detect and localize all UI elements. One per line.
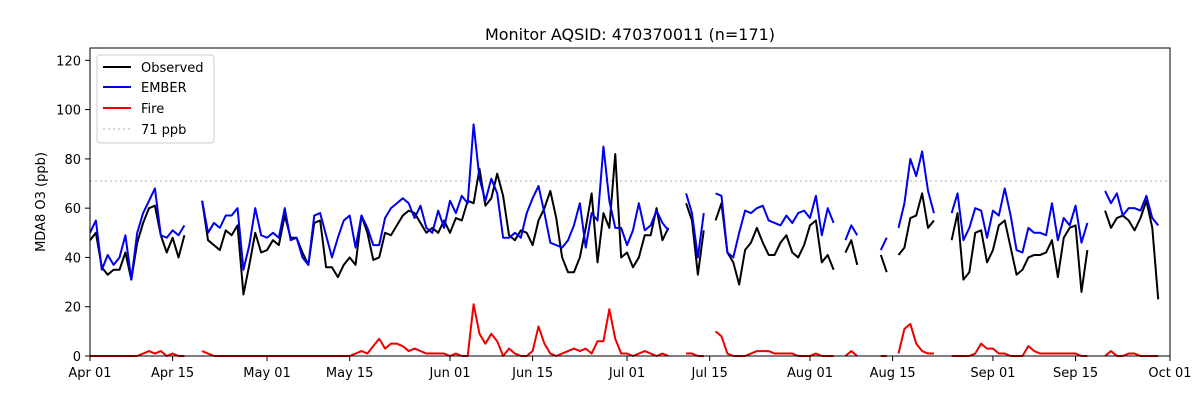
y-tick-label: 100	[56, 104, 81, 119]
x-tick-label: Oct 01	[1148, 366, 1191, 381]
series-line-ember-segment-2	[685, 193, 705, 259]
series-line-observed-segment-3	[714, 202, 835, 286]
axes-layer: 0 20 40 60 80 100 120 Apr 01 Apr 15 May 01 May 15 J…	[56, 47, 1192, 381]
series-line-observed-segment-8	[1104, 199, 1160, 300]
series-line-ember-segment-0	[89, 187, 186, 281]
series-line-observed-segment-2	[685, 202, 705, 276]
series-line-observed-segment-1	[201, 152, 670, 296]
legend: Observed EMBER Fire 71 ppb	[96, 54, 215, 144]
chart-title: Monitor AQSID: 470370011 (n=171)	[485, 25, 775, 44]
series-line-fire-segment-4	[844, 350, 858, 357]
series-line-ember-segment-6	[897, 150, 935, 229]
series-line-ember-segment-8	[1104, 190, 1159, 227]
series-line-observed-segment-7	[950, 212, 1089, 293]
y-tick-label: 80	[64, 153, 81, 168]
series-line-observed-segment-4	[844, 239, 859, 266]
legend-label-observed: Observed	[141, 61, 204, 76]
x-tick-label: Jun 01	[429, 366, 471, 381]
plot-frame	[89, 47, 1171, 357]
legend-label-fire: Fire	[141, 102, 164, 117]
series-line-ember-segment-5	[879, 237, 888, 251]
x-tick-label: May 15	[326, 366, 374, 381]
series-line-ember-segment-1	[201, 123, 670, 271]
series-line-ember-segment-3	[715, 192, 835, 259]
series-ember	[89, 123, 1159, 281]
x-tick-label: Sep 01	[970, 366, 1015, 381]
x-tick-label: Jun 15	[511, 366, 553, 381]
series-line-observed-segment-5	[879, 254, 888, 273]
legend-label-reference: 71 ppb	[141, 123, 186, 138]
series-line-ember-segment-7	[950, 187, 1089, 254]
x-tick-label: Jul 15	[690, 366, 727, 381]
series-line-fire-segment-6	[897, 322, 934, 355]
y-tick-label: 40	[64, 251, 81, 266]
x-tick-label: Sep 15	[1053, 366, 1098, 381]
x-tick-label: Apr 15	[151, 366, 194, 381]
series-line-observed-segment-6	[897, 192, 935, 256]
x-tick-label: Aug 01	[787, 366, 833, 381]
x-tick-label: Jul 01	[608, 366, 645, 381]
y-tick-label: 120	[56, 54, 81, 69]
legend-label-ember: EMBER	[141, 81, 187, 96]
series-observed	[89, 152, 1160, 300]
y-axis-label: MDA8 O3 (ppb)	[34, 152, 49, 252]
y-tick-label: 0	[73, 350, 81, 365]
y-tick-label: 20	[64, 301, 81, 316]
series-line-observed-segment-0	[89, 204, 186, 281]
series-line-ember-segment-4	[844, 224, 859, 241]
x-tick-label: Aug 15	[870, 366, 916, 381]
y-tick-label: 60	[64, 202, 81, 217]
x-tick-label: May 01	[243, 366, 291, 381]
x-tick-label: Apr 01	[68, 366, 111, 381]
legend-frame	[96, 54, 215, 144]
